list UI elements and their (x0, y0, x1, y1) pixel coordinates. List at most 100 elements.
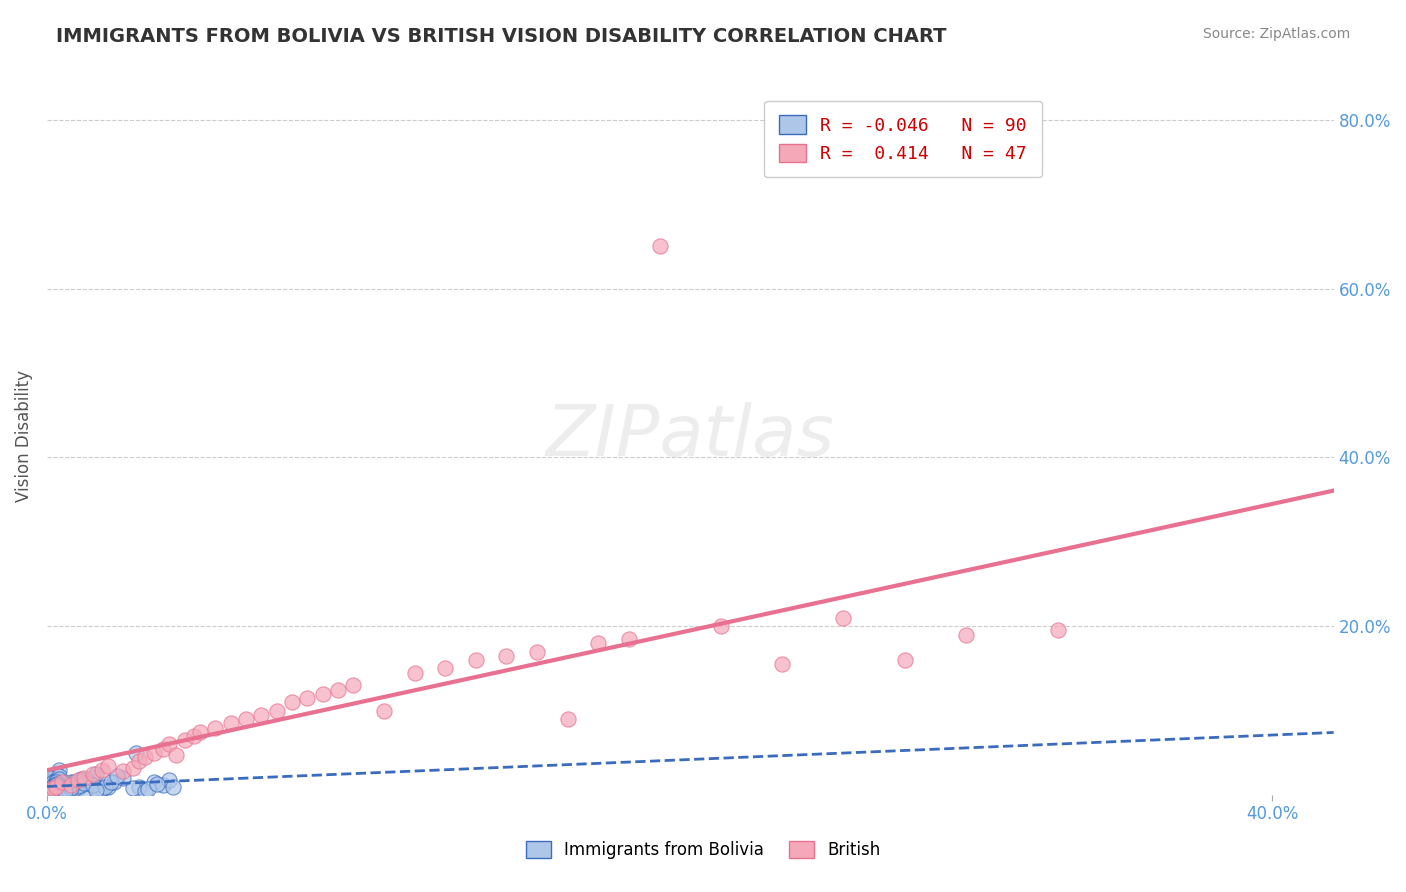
Point (53, 785, 76, 799)
Point (51, 781, 73, 796)
Point (39, 782, 62, 797)
Point (45, 775, 67, 789)
Point (91, 763, 114, 777)
Point (128, 754, 150, 768)
Point (87, 784, 110, 798)
Point (45, 780, 67, 794)
Point (39, 785, 62, 799)
Point (342, 678, 364, 692)
Point (39, 785, 62, 799)
Point (266, 704, 288, 718)
Point (204, 721, 226, 735)
Point (173, 733, 195, 747)
Point (557, 712, 579, 726)
Point (42, 784, 65, 798)
Point (42, 780, 65, 795)
Point (42, 781, 65, 796)
Point (45, 772, 67, 787)
Point (42, 779, 65, 793)
Point (250, 707, 273, 722)
Point (60, 781, 83, 796)
Point (235, 712, 257, 726)
Point (103, 775, 125, 789)
Point (79, 777, 101, 791)
Point (60, 775, 83, 789)
Point (464, 653, 486, 667)
Point (53, 784, 76, 798)
Text: IMMIGRANTS FROM BOLIVIA VS BRITISH VISION DISABILITY CORRELATION CHART: IMMIGRANTS FROM BOLIVIA VS BRITISH VISIO… (56, 27, 946, 45)
Point (51, 785, 73, 799)
Point (97, 758, 120, 772)
Point (48, 770, 70, 784)
Point (832, 611, 855, 625)
Point (112, 764, 135, 779)
Point (39, 783, 62, 797)
Point (39, 784, 62, 798)
Point (893, 653, 915, 667)
Point (39, 785, 62, 799)
Point (39, 785, 62, 799)
Point (39, 784, 62, 798)
Point (51, 775, 73, 789)
Point (42, 781, 65, 796)
Point (188, 724, 211, 739)
Point (588, 636, 610, 650)
Point (121, 761, 143, 775)
Point (42, 780, 65, 794)
Point (53, 778, 76, 792)
Text: Source: ZipAtlas.com: Source: ZipAtlas.com (1202, 27, 1350, 41)
Point (39, 783, 62, 797)
Point (66, 772, 89, 787)
Point (63, 774, 86, 789)
Point (72, 776, 94, 790)
Point (219, 716, 242, 731)
Point (45, 782, 67, 797)
Point (136, 782, 159, 797)
Point (39, 785, 62, 799)
Point (42, 781, 65, 796)
Point (58, 783, 80, 797)
Point (39, 780, 62, 794)
Point (39, 778, 62, 792)
Point (1046, 624, 1069, 638)
Point (45, 778, 67, 792)
Point (58, 780, 80, 794)
Legend: R = -0.046   N = 90, R =  0.414   N = 47: R = -0.046 N = 90, R = 0.414 N = 47 (765, 101, 1042, 178)
Point (63, 782, 86, 797)
Point (69, 778, 91, 792)
Point (39, 780, 62, 794)
Point (146, 777, 169, 791)
Point (710, 619, 733, 633)
Point (48, 780, 70, 794)
Point (82, 778, 104, 792)
Y-axis label: Vision Disability: Vision Disability (15, 370, 32, 502)
Point (39, 784, 62, 798)
Point (143, 746, 166, 760)
Point (91, 782, 114, 797)
Point (42, 774, 65, 789)
Point (76, 772, 98, 787)
Point (955, 627, 977, 641)
Point (45, 777, 67, 791)
Point (60, 780, 83, 795)
Point (152, 741, 174, 756)
Point (60, 778, 83, 792)
Point (45, 771, 67, 785)
Point (39, 785, 62, 799)
Point (134, 750, 156, 764)
Point (69, 772, 91, 786)
Point (48, 772, 70, 786)
Point (495, 648, 517, 663)
Point (84, 783, 107, 797)
Point (42, 782, 65, 797)
Point (42, 780, 65, 795)
Point (45, 773, 67, 788)
Point (45, 775, 67, 789)
Point (48, 763, 70, 777)
Point (183, 729, 205, 743)
Point (39, 785, 62, 799)
Text: ZIPatlas: ZIPatlas (546, 401, 835, 471)
Point (121, 781, 143, 796)
Point (42, 781, 65, 796)
Point (112, 771, 135, 785)
